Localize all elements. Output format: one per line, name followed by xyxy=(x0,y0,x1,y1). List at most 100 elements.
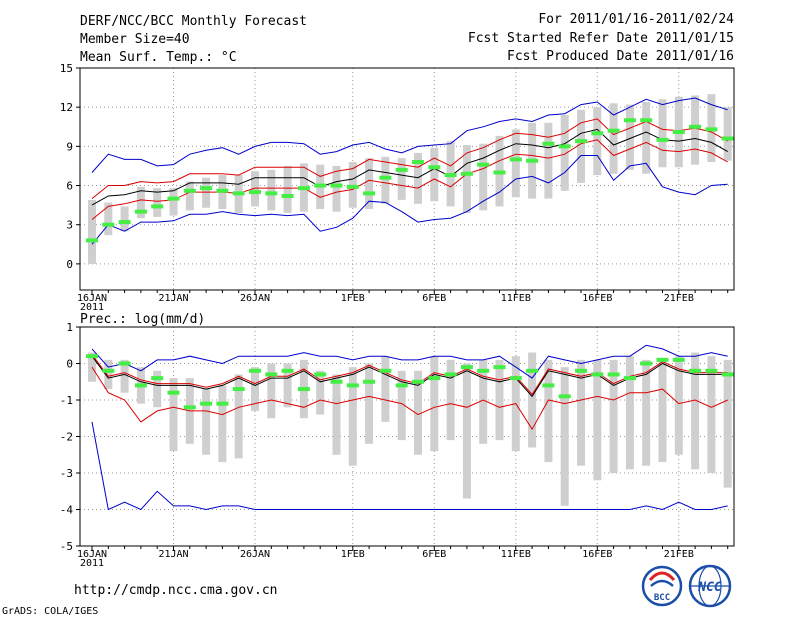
temp-y-tick-label: 0 xyxy=(66,258,73,271)
precip-spread-box xyxy=(642,359,651,466)
temp-median-marker xyxy=(575,139,587,144)
precip-spread-box xyxy=(691,352,700,470)
temp-spread-box xyxy=(560,115,569,191)
precip-median-marker xyxy=(265,372,278,377)
chart-title: DERF/NCC/BCC Monthly Forecast xyxy=(80,14,307,29)
precip-spread-box xyxy=(332,374,341,455)
temp-median-marker xyxy=(200,186,213,191)
precip-median-marker xyxy=(477,368,490,373)
temp-median-marker xyxy=(265,191,278,196)
temp-median-marker xyxy=(281,193,294,198)
precip-spread-box xyxy=(462,363,471,499)
precip-median-marker xyxy=(640,361,653,366)
precip-median-marker xyxy=(689,368,702,373)
temp-spread-box xyxy=(251,171,259,207)
precip-median-marker xyxy=(623,376,636,381)
temp-spread-box xyxy=(414,152,422,204)
temp-ensemble-mean-line xyxy=(91,128,728,206)
temp-spread-box xyxy=(185,181,194,211)
precip-max-line xyxy=(91,344,728,379)
temp-median-marker xyxy=(477,162,490,167)
temp-spread-box xyxy=(381,156,390,204)
temp-y-tick-label: 15 xyxy=(60,62,73,75)
precip-median-marker xyxy=(591,372,604,377)
temp-median-marker xyxy=(509,157,522,162)
precip-median-marker xyxy=(86,354,98,359)
precip-spread-box xyxy=(202,389,211,455)
temp-median-marker xyxy=(428,165,441,170)
temp-plot-frame xyxy=(79,67,735,291)
source-url: http://cmdp.ncc.cma.gov.cn xyxy=(74,583,278,598)
precip-spread-box xyxy=(397,370,406,441)
temp-spread-box xyxy=(169,188,178,216)
forecast-period-label: For 2011/01/16-2011/02/24 xyxy=(538,12,734,27)
precip-x-tick-label: 26JAN xyxy=(240,549,270,560)
precip-y-tick-label: -2 xyxy=(60,431,73,444)
temp-lower-spread-line xyxy=(91,139,728,220)
temp-spread-box xyxy=(283,165,292,213)
temp-median-marker xyxy=(363,191,376,196)
temp-median-marker xyxy=(607,128,620,133)
temp-spread-box xyxy=(625,104,634,170)
temp-median-marker xyxy=(330,183,343,188)
bcc-logo: BCC xyxy=(641,565,683,607)
temp-x-tick-label: 16FEB xyxy=(582,293,612,304)
temp-spread-box xyxy=(153,188,162,217)
temp-spread-box xyxy=(88,199,96,264)
precip-median-marker xyxy=(200,401,213,406)
temp-spread-box xyxy=(691,95,700,165)
precip-spread-box xyxy=(446,359,455,441)
temp-median-marker xyxy=(656,137,669,142)
precip-median-marker xyxy=(656,357,669,362)
temp-min-line xyxy=(91,155,728,245)
precip-y-tick-label: 0 xyxy=(66,358,73,371)
precip-spread-box xyxy=(528,352,537,448)
precip-spread-box xyxy=(609,359,618,473)
precip-spread-box xyxy=(218,385,227,463)
precip-y-tick-label: -1 xyxy=(60,394,73,407)
precip-spread-box xyxy=(674,356,683,455)
precip-median-marker xyxy=(102,368,115,373)
temp-median-marker xyxy=(558,144,571,149)
precip-median-marker xyxy=(249,368,261,373)
temp-median-marker xyxy=(672,129,685,134)
temp-median-marker xyxy=(297,186,310,191)
grads-credit: GrADS: COLA/IGES xyxy=(2,606,98,617)
precip-spread-box xyxy=(153,370,162,408)
temp-spread-box xyxy=(430,147,439,202)
precip-x-tick-label: 6FEB xyxy=(422,549,446,560)
temp-spread-box xyxy=(593,107,602,176)
temp-median-marker xyxy=(232,191,245,196)
bcc-logo-text: BCC xyxy=(654,593,670,603)
temp-spread-box xyxy=(365,158,374,210)
temp-median-marker xyxy=(493,170,506,175)
top-variable-label: Mean Surf. Temp.: °C xyxy=(80,50,237,65)
precip-year-label: 2011 xyxy=(80,558,104,569)
precip-spread-box xyxy=(723,359,732,488)
precip-min-line xyxy=(91,421,728,511)
temp-median-marker xyxy=(216,188,229,193)
precip-median-marker xyxy=(314,372,327,377)
precip-x-tick-label: 16FEB xyxy=(582,549,612,560)
temp-spread-box xyxy=(642,101,651,174)
precip-median-marker xyxy=(330,379,343,384)
precip-spread-box xyxy=(120,359,129,393)
temp-median-marker xyxy=(444,173,457,178)
temp-median-marker xyxy=(395,167,408,172)
temp-spread-box xyxy=(267,169,276,211)
temp-median-marker xyxy=(412,160,424,165)
temp-x-tick-label: 21FEB xyxy=(664,293,694,304)
precip-median-marker xyxy=(721,372,734,377)
precip-median-marker xyxy=(281,368,294,373)
precip-median-marker xyxy=(379,368,392,373)
temp-median-marker xyxy=(591,131,604,136)
precip-median-marker xyxy=(395,383,408,388)
temp-spread-box xyxy=(511,129,520,198)
temp-x-tick-label: 26JAN xyxy=(240,293,270,304)
started-date-label: Fcst Started Refer Date 2011/01/15 xyxy=(468,31,734,46)
precipitation-panel: -5 -4 -3 -2 -1 0 1 16JAN 21JAN 26JAN 1FEB 6FEB 11FEB… xyxy=(60,321,735,569)
precip-median-marker xyxy=(526,368,539,373)
precip-median-marker xyxy=(134,383,147,388)
temp-spread-box xyxy=(658,99,667,168)
